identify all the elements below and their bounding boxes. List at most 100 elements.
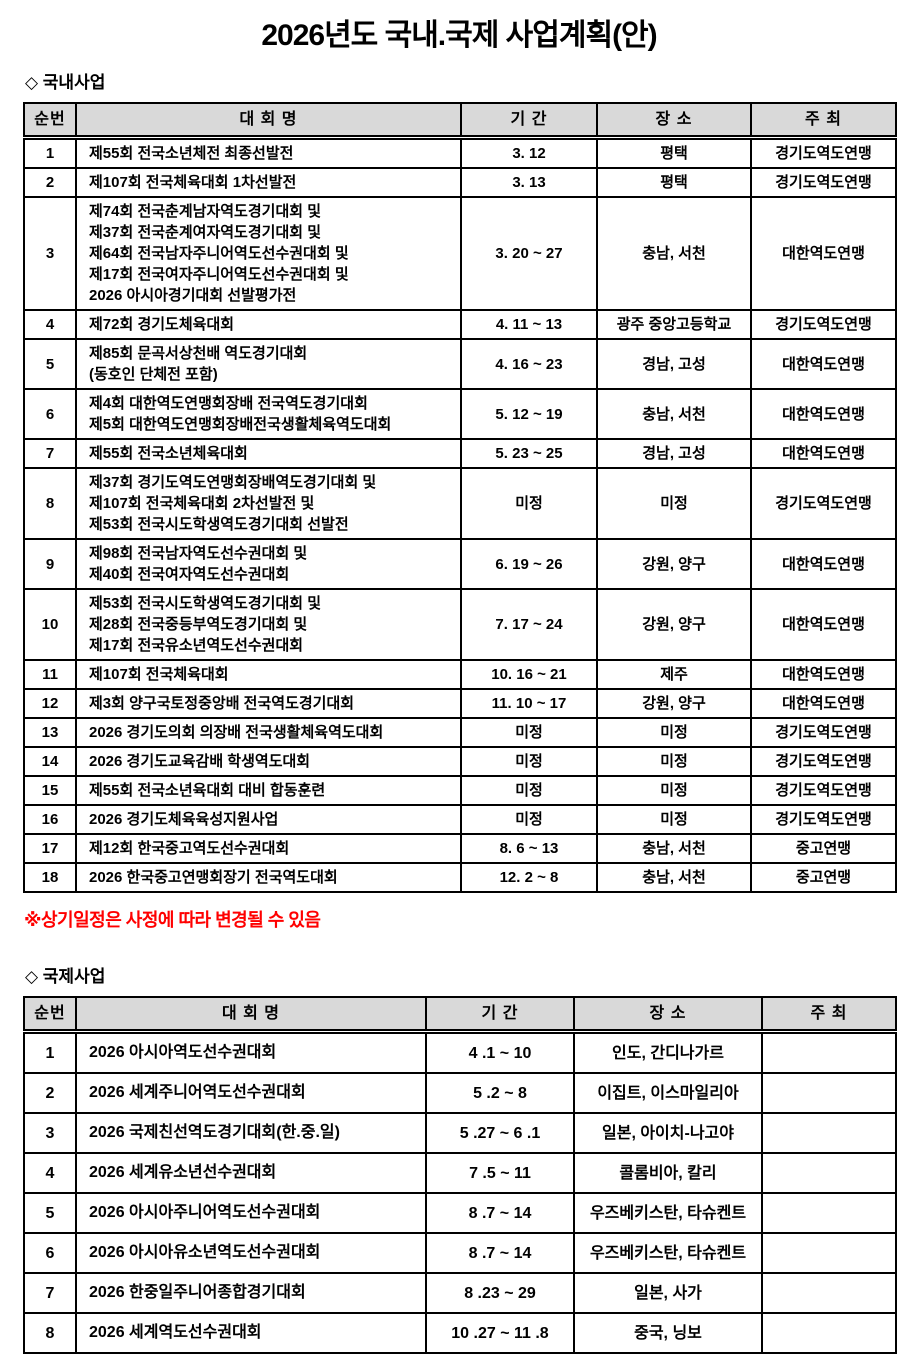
cell-event-name: 제72회 경기도체육대회 xyxy=(75,309,462,340)
table-row: 14 2026 경기도교육감배 학생역도대회 미정 미정 경기도역도연맹 xyxy=(23,746,897,777)
table-row: 12 제3회 양구국토정중앙배 전국역도경기대회 11. 10 ~ 17 강원,… xyxy=(23,688,897,719)
table-row: 7 2026 한중일주니어종합경기대회 8 .23 ~ 29 일본, 사가 xyxy=(23,1272,897,1314)
cell-no: 11 xyxy=(23,659,77,690)
cell-period: 8 .7 ~ 14 xyxy=(425,1232,575,1274)
cell-place: 미정 xyxy=(596,467,752,540)
cell-host: 대한역도연맹 xyxy=(750,196,897,311)
column-header-place: 장 소 xyxy=(573,996,763,1034)
cell-host: 경기도역도연맹 xyxy=(750,167,897,198)
table-row: 11 제107회 전국체육대회 10. 16 ~ 21 제주 대한역도연맹 xyxy=(23,659,897,690)
cell-period: 5 .2 ~ 8 xyxy=(425,1072,575,1114)
cell-period: 5. 23 ~ 25 xyxy=(460,438,598,469)
cell-event-name: 2026 아시아주니어역도선수권대회 xyxy=(75,1192,427,1234)
cell-no: 15 xyxy=(23,775,77,806)
cell-place: 인도, 간디나가르 xyxy=(573,1030,763,1074)
cell-host: 경기도역도연맹 xyxy=(750,775,897,806)
cell-place: 일본, 사가 xyxy=(573,1272,763,1314)
table-header-row: 순번 대 회 명 기 간 장 소 주 최 xyxy=(23,996,897,1034)
table-row: 5 제85회 문곡서상천배 역도경기대회 (동호인 단체전 포함) 4. 16 ~… xyxy=(23,338,897,390)
cell-event-name: 2026 세계주니어역도선수권대회 xyxy=(75,1072,427,1114)
cell-event-name: 제74회 전국춘계남자역도경기대회 및 제37회 전국춘계여자역도경기대회 및 제6… xyxy=(75,196,462,311)
cell-host xyxy=(761,1272,897,1314)
cell-period: 3. 20 ~ 27 xyxy=(460,196,598,311)
table-row: 8 2026 세계역도선수권대회 10 .27 ~ 11 .8 중국, 닝보 xyxy=(23,1312,897,1354)
cell-event-name: 2026 경기도교육감배 학생역도대회 xyxy=(75,746,462,777)
cell-event-name: 제55회 전국소년체육대회 xyxy=(75,438,462,469)
cell-place: 경남, 고성 xyxy=(596,338,752,390)
table-row: 1 제55회 전국소년체전 최종선발전 3. 12 평택 경기도역도연맹 xyxy=(23,136,897,169)
cell-event-name: 제107회 전국체육대회 1차선발전 xyxy=(75,167,462,198)
cell-host: 경기도역도연맹 xyxy=(750,746,897,777)
column-header-no: 순번 xyxy=(23,102,77,140)
table-row: 3 2026 국제친선역도경기대회(한.중.일) 5 .27 ~ 6 .1 일본… xyxy=(23,1112,897,1154)
cell-period: 5. 12 ~ 19 xyxy=(460,388,598,440)
cell-no: 3 xyxy=(23,1112,77,1154)
section-title-international: ◇ 국제사업 xyxy=(25,967,106,986)
table-row: 2 2026 세계주니어역도선수권대회 5 .2 ~ 8 이집트, 이스마일리아 xyxy=(23,1072,897,1114)
cell-no: 3 xyxy=(23,196,77,311)
cell-host: 경기도역도연맹 xyxy=(750,717,897,748)
cell-no: 6 xyxy=(23,388,77,440)
cell-place: 충남, 서천 xyxy=(596,388,752,440)
cell-host: 중고연맹 xyxy=(750,862,897,893)
cell-place: 미정 xyxy=(596,717,752,748)
cell-period: 4. 16 ~ 23 xyxy=(460,338,598,390)
cell-no: 6 xyxy=(23,1232,77,1274)
cell-place: 이집트, 이스마일리아 xyxy=(573,1072,763,1114)
cell-event-name: 2026 아시아유소년역도선수권대회 xyxy=(75,1232,427,1274)
cell-event-name: 2026 국제친선역도경기대회(한.중.일) xyxy=(75,1112,427,1154)
cell-event-name: 제55회 전국소년육대회 대비 합동훈련 xyxy=(75,775,462,806)
cell-no: 7 xyxy=(23,1272,77,1314)
column-header-event: 대 회 명 xyxy=(75,996,427,1034)
cell-place: 일본, 아이치-나고야 xyxy=(573,1112,763,1154)
cell-place: 중국, 닝보 xyxy=(573,1312,763,1354)
cell-event-name: 제3회 양구국토정중앙배 전국역도경기대회 xyxy=(75,688,462,719)
cell-no: 8 xyxy=(23,467,77,540)
cell-place: 강원, 양구 xyxy=(596,538,752,590)
cell-place: 평택 xyxy=(596,136,752,169)
cell-period: 8 .23 ~ 29 xyxy=(425,1272,575,1314)
cell-period: 8. 6 ~ 13 xyxy=(460,833,598,864)
cell-period: 10 .27 ~ 11 .8 xyxy=(425,1312,575,1354)
cell-no: 2 xyxy=(23,1072,77,1114)
cell-host: 경기도역도연맹 xyxy=(750,136,897,169)
cell-host: 중고연맹 xyxy=(750,833,897,864)
cell-period: 3. 13 xyxy=(460,167,598,198)
cell-host: 대한역도연맹 xyxy=(750,688,897,719)
column-header-host: 주 최 xyxy=(761,996,897,1034)
cell-no: 10 xyxy=(23,588,77,661)
cell-event-name: 제12회 한국중고역도선수권대회 xyxy=(75,833,462,864)
table-row: 4 제72회 경기도체육대회 4. 11 ~ 13 광주 중앙고등학교 경기도역… xyxy=(23,309,897,340)
cell-event-name: 2026 세계유소년선수권대회 xyxy=(75,1152,427,1194)
cell-place: 충남, 서천 xyxy=(596,833,752,864)
cell-no: 5 xyxy=(23,338,77,390)
schedule-change-note: ※상기일정은 사정에 따라 변경될 수 있음 xyxy=(24,910,321,930)
cell-host xyxy=(761,1192,897,1234)
table-row: 6 제4회 대한역도연맹회장배 전국역도경기대회 제5회 대한역도연맹회장배전국생… xyxy=(23,388,897,440)
table-row: 1 2026 아시아역도선수권대회 4 .1 ~ 10 인도, 간디나가르 xyxy=(23,1030,897,1074)
cell-period: 4 .1 ~ 10 xyxy=(425,1030,575,1074)
table-row: 2 제107회 전국체육대회 1차선발전 3. 13 평택 경기도역도연맹 xyxy=(23,167,897,198)
cell-place: 우즈베키스탄, 타슈켄트 xyxy=(573,1232,763,1274)
cell-no: 18 xyxy=(23,862,77,893)
cell-period: 8 .7 ~ 14 xyxy=(425,1192,575,1234)
table-row: 16 2026 경기도체육육성지원사업 미정 미정 경기도역도연맹 xyxy=(23,804,897,835)
cell-place: 제주 xyxy=(596,659,752,690)
cell-host: 경기도역도연맹 xyxy=(750,804,897,835)
cell-host: 대한역도연맹 xyxy=(750,588,897,661)
cell-host xyxy=(761,1030,897,1074)
cell-no: 16 xyxy=(23,804,77,835)
table-row: 5 2026 아시아주니어역도선수권대회 8 .7 ~ 14 우즈베키스탄, 타… xyxy=(23,1192,897,1234)
page-title: 2026년도 국내.국제 사업계획(안) xyxy=(261,19,657,52)
cell-place: 충남, 서천 xyxy=(596,862,752,893)
cell-period: 7 .5 ~ 11 xyxy=(425,1152,575,1194)
cell-no: 7 xyxy=(23,438,77,469)
cell-host: 대한역도연맹 xyxy=(750,338,897,390)
column-header-host: 주 최 xyxy=(750,102,897,140)
column-header-period: 기 간 xyxy=(425,996,575,1034)
cell-place: 미정 xyxy=(596,746,752,777)
cell-no: 17 xyxy=(23,833,77,864)
cell-host: 대한역도연맹 xyxy=(750,388,897,440)
cell-event-name: 제85회 문곡서상천배 역도경기대회 (동호인 단체전 포함) xyxy=(75,338,462,390)
cell-host: 대한역도연맹 xyxy=(750,438,897,469)
